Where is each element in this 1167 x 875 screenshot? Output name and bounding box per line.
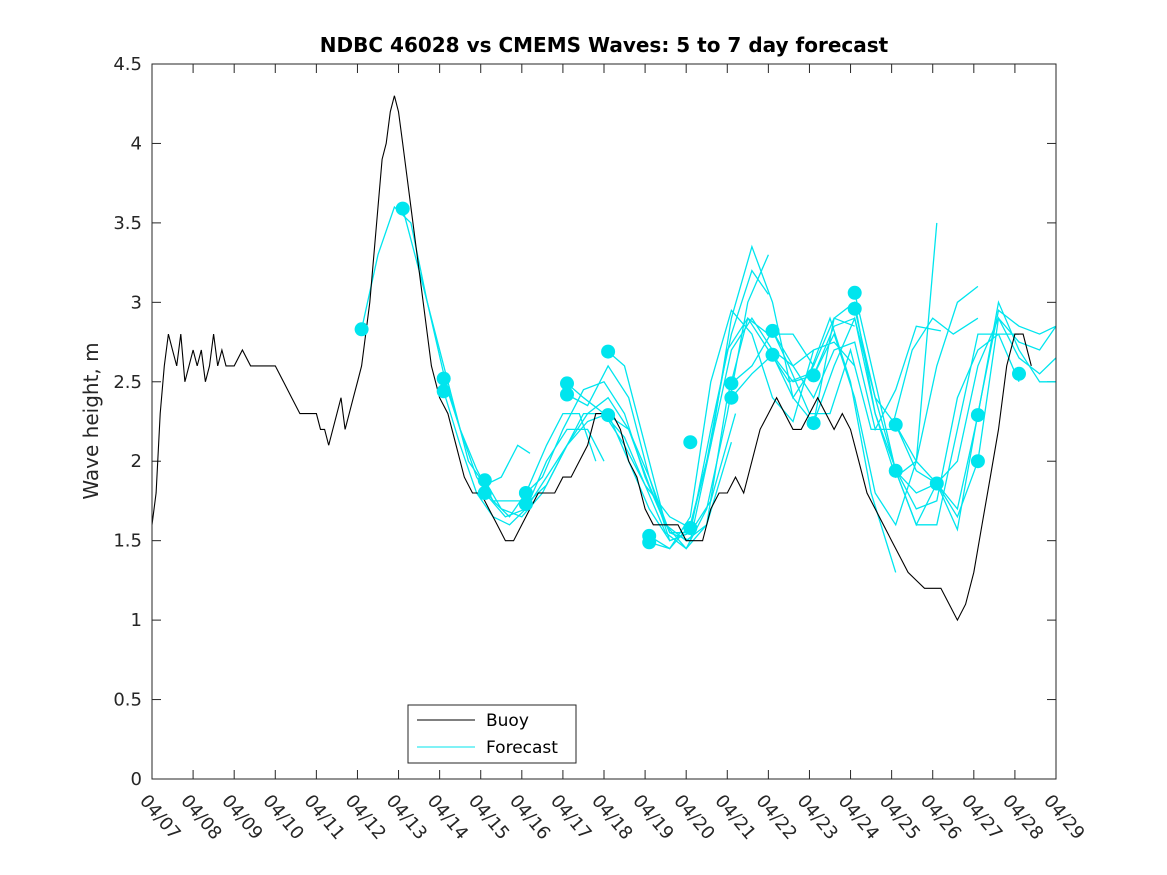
x-tick-label: 04/20: [669, 791, 718, 844]
forecast-marker: [806, 368, 821, 383]
forecast-run-line: [648, 244, 855, 550]
forecast-run-line: [566, 269, 769, 542]
forecast-marker: [724, 376, 739, 391]
buoy-line: [151, 95, 1032, 622]
series-layer: [151, 95, 1057, 622]
legend-forecast-label: Forecast: [486, 738, 558, 758]
x-tick-label: 04/13: [382, 791, 431, 844]
forecast-marker: [436, 384, 451, 399]
x-tick-label: 04/28: [998, 791, 1047, 844]
legend-box: [407, 704, 577, 764]
forecast-marker: [683, 435, 698, 450]
forecast-marker: [477, 486, 492, 500]
y-tick-label: 4: [131, 133, 142, 154]
y-tick-label: 1: [131, 610, 142, 631]
forecast-run-line: [730, 222, 938, 527]
forecast-marker: [1012, 366, 1026, 381]
x-tick-label: 04/16: [505, 791, 554, 844]
forecast-run-line: [689, 316, 897, 573]
forecast-marker: [970, 454, 985, 469]
forecast-marker: [765, 323, 780, 338]
forecast-marker: [765, 347, 780, 362]
x-tick-label: 04/14: [423, 791, 472, 844]
forecast-markers: [354, 201, 1026, 550]
forecast-run-line: [854, 292, 1057, 532]
chart-title: NDBC 46028 vs CMEMS Waves: 5 to 7 day fo…: [320, 33, 889, 57]
forecast-run-line: [771, 317, 979, 431]
forecast-run-line: [402, 208, 531, 486]
x-tick-label: 04/09: [217, 791, 266, 844]
x-tick-label: 04/10: [258, 791, 307, 844]
x-tick-label: 04/07: [135, 791, 184, 844]
forecast-marker: [601, 344, 616, 359]
y-tick-label: 3: [131, 292, 142, 313]
y-tick-label: 1.5: [113, 531, 142, 552]
y-tick-label: 2: [131, 451, 142, 472]
x-tick-label: 04/15: [464, 791, 513, 844]
x-tick-label: 04/29: [1039, 791, 1088, 844]
forecast-marker: [518, 486, 533, 500]
forecast-marker: [888, 463, 903, 478]
y-tick-label: 4.5: [113, 54, 142, 75]
y-tick-label: 0.5: [113, 690, 142, 711]
x-tick-label: 04/25: [875, 791, 924, 844]
forecast-marker: [601, 408, 616, 423]
legend: Buoy Forecast: [407, 704, 577, 764]
plot-area: [152, 64, 1056, 779]
x-tick-label: 04/22: [752, 791, 801, 844]
y-tick-label: 2.5: [113, 372, 142, 393]
forecast-marker: [929, 476, 944, 491]
x-tick-label: 04/17: [546, 791, 595, 844]
x-tick-label: 04/08: [176, 791, 225, 844]
forecast-marker: [683, 521, 698, 535]
x-tick-label: 04/18: [587, 791, 636, 844]
forecast-marker: [724, 390, 739, 405]
forecast-run-line: [730, 325, 942, 432]
forecast-marker: [436, 371, 451, 386]
x-tick-label: 04/11: [300, 791, 349, 844]
legend-buoy-label: Buoy: [486, 711, 529, 731]
forecast-run-line: [566, 254, 769, 550]
forecast-marker: [560, 387, 574, 402]
y-tick-label: 3.5: [113, 213, 142, 234]
forecast-marker: [970, 408, 985, 423]
x-tick-label: 04/23: [793, 791, 842, 844]
x-tick-label: 04/12: [341, 791, 390, 844]
forecast-marker: [560, 376, 574, 391]
forecast-marker: [354, 322, 369, 337]
x-tick-label: 04/24: [834, 791, 883, 844]
plot-frame: [151, 63, 1057, 780]
forecast-marker: [806, 416, 821, 431]
forecast-run-line: [484, 412, 691, 542]
forecast-marker: [477, 473, 492, 488]
forecast-marker: [847, 285, 862, 300]
x-tick-label: 04/26: [916, 791, 965, 844]
forecast-run-line: [813, 317, 1019, 510]
x-tick-label: 04/27: [957, 791, 1006, 844]
forecast-marker: [395, 201, 410, 216]
y-tick-label: 0: [131, 769, 142, 790]
forecast-marker: [518, 497, 533, 512]
x-tick-label: 04/19: [628, 791, 677, 844]
y-axis-label: Wave height, m: [79, 342, 103, 499]
forecast-marker: [888, 417, 903, 432]
forecast-marker: [847, 301, 862, 316]
forecast-marker: [642, 535, 657, 550]
x-tick-label: 04/21: [710, 791, 759, 844]
